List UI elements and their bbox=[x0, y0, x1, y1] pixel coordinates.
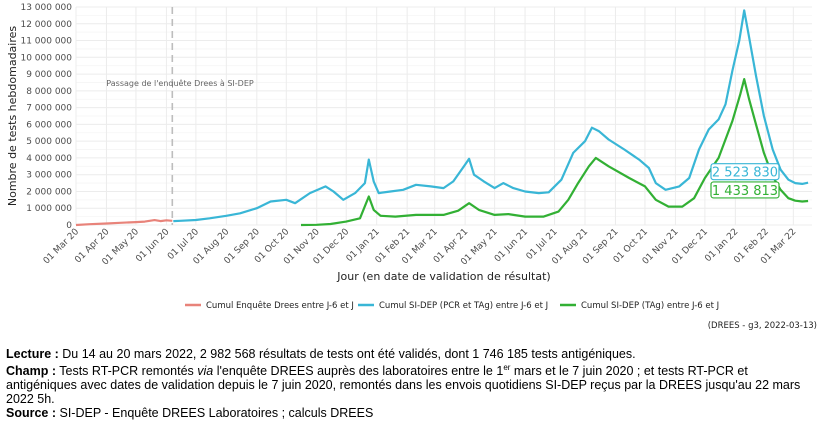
y-tick-label: 8 000 000 bbox=[26, 87, 72, 97]
champ-via: via bbox=[197, 364, 214, 379]
y-tick-label: 4 000 000 bbox=[26, 154, 72, 164]
y-tick-label: 1 000 000 bbox=[26, 204, 72, 214]
y-axis-ticks: 0 1 000 000 2 000 000 3 000 000 4 000 000 5 0… bbox=[20, 3, 72, 231]
x-axis-title: Jour (en date de validation de résultat) bbox=[336, 270, 550, 283]
series-lines bbox=[75, 9, 809, 227]
champ-sup: er bbox=[503, 363, 511, 372]
x-tick-label: 01 Jun 20 bbox=[134, 227, 171, 264]
y-tick-label: 0 bbox=[66, 221, 72, 231]
legend-label: Cumul SI-DEP (TAg) entre J-6 et J bbox=[581, 301, 719, 311]
x-tick-label: 01 Jun 21 bbox=[493, 227, 530, 264]
champ-label: Champ : bbox=[6, 364, 56, 379]
legend-label: Cumul Enquête Drees entre J-6 et J bbox=[206, 300, 354, 311]
lecture-text: Du 14 au 20 mars 2022, 2 982 568 résulta… bbox=[62, 347, 636, 361]
end-label-box bbox=[710, 181, 780, 199]
y-axis-title: Nombre de tests hebdomadaires bbox=[6, 26, 19, 207]
vline-annotation: Passage de l'enquête Drees à SI-DEP bbox=[106, 78, 254, 88]
y-tick-label: 3 000 000 bbox=[26, 171, 72, 181]
source-note: Source : SI-DEP - Enquête DREES Laborato… bbox=[6, 406, 821, 420]
y-tick-label: 2 000 000 bbox=[26, 187, 72, 197]
source-label: Source : bbox=[6, 406, 57, 421]
end-label-box bbox=[710, 163, 780, 181]
y-tick-label: 6 000 000 bbox=[26, 120, 72, 130]
y-tick-label: 10 000 000 bbox=[20, 53, 72, 63]
y-tick-label: 7 000 000 bbox=[26, 104, 72, 114]
legend: Cumul Enquête Drees entre J-6 et J Cumul … bbox=[185, 300, 719, 311]
series-line bbox=[173, 9, 809, 223]
y-tick-label: 9 000 000 bbox=[26, 70, 72, 80]
y-tick-label: 13 000 000 bbox=[20, 3, 72, 13]
end-value-labels: 2 523 830 1 433 813 bbox=[710, 163, 780, 199]
source-text: SI-DEP - Enquête DREES Laboratoires ; ca… bbox=[59, 406, 374, 421]
champ-text-1: Tests RT-PCR remontés bbox=[59, 364, 198, 379]
lecture-note: Lecture : Du 14 au 20 mars 2022, 2 982 5… bbox=[6, 347, 821, 361]
y-tick-label: 11 000 000 bbox=[20, 37, 72, 47]
chart-credit: (DREES - g3, 2022-03-13) bbox=[707, 321, 817, 331]
line-chart: 0 1 000 000 2 000 000 3 000 000 4 000 000 5 0… bbox=[6, 3, 812, 311]
series-line bbox=[300, 78, 809, 227]
end-label-text: 1 433 813 bbox=[712, 184, 778, 199]
champ-text-3: mars et le 7 juin 2020 ; et tests RT-PCR… bbox=[6, 364, 801, 407]
end-label-text: 2 523 830 bbox=[712, 166, 778, 181]
champ-note: Champ : Tests RT-PCR remontés via l'enqu… bbox=[6, 361, 821, 406]
lecture-label: Lecture : bbox=[6, 347, 59, 361]
y-tick-label: 12 000 000 bbox=[20, 20, 72, 30]
grid bbox=[75, 6, 812, 226]
y-tick-label: 5 000 000 bbox=[26, 137, 72, 147]
champ-text-2: l'enquête DREES auprès des laboratoires … bbox=[213, 364, 504, 379]
chart-notes: Lecture : Du 14 au 20 mars 2022, 2 982 5… bbox=[6, 347, 821, 420]
series-line bbox=[75, 219, 173, 227]
legend-label: Cumul SI-DEP (PCR et TAg) entre J-6 et J bbox=[379, 301, 548, 311]
